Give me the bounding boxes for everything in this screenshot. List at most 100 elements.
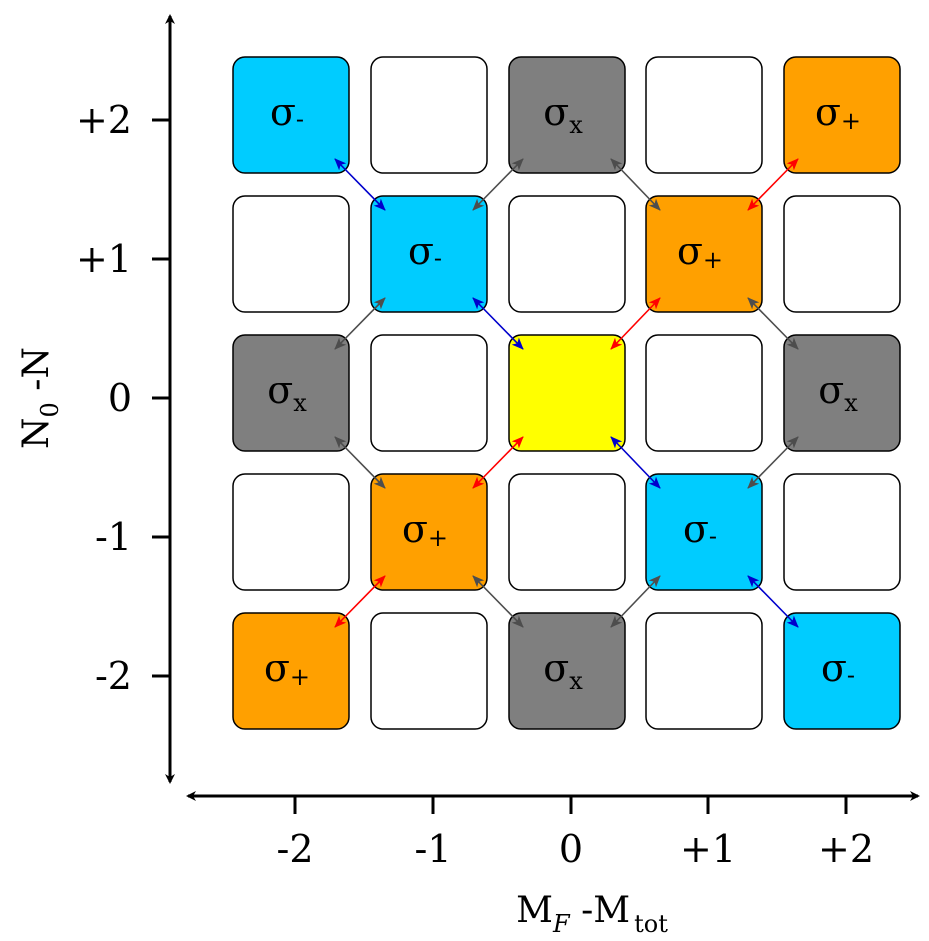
cell-box bbox=[783, 473, 901, 591]
cell-box bbox=[232, 56, 350, 174]
grid-cell-sigma-plus: σ+ bbox=[232, 612, 350, 730]
transition-arrow bbox=[747, 575, 799, 628]
transition-arrow bbox=[334, 297, 386, 350]
cell-box bbox=[370, 612, 488, 730]
sigma-symbol: σ bbox=[270, 90, 296, 134]
grid-cell-sigma-plus: σ+ bbox=[783, 56, 901, 174]
transition-arrow bbox=[472, 575, 524, 628]
transition-arrow bbox=[610, 575, 661, 628]
cell-box bbox=[232, 473, 350, 591]
cell-box bbox=[370, 195, 488, 313]
grid-cell-sigma-x: σx bbox=[232, 334, 350, 452]
x-axis-ticks: -2 -1 0 +1 +2 bbox=[276, 796, 874, 871]
sigma-symbol: σ bbox=[543, 646, 569, 690]
grid-cell-empty bbox=[508, 195, 626, 313]
cell-box bbox=[508, 56, 626, 174]
cell-box bbox=[232, 612, 350, 730]
x-tick-label: +2 bbox=[818, 827, 874, 871]
sigma-subscript: x bbox=[569, 667, 583, 695]
transition-arrow bbox=[472, 436, 524, 489]
cell-box bbox=[370, 473, 488, 591]
transition-arrow bbox=[472, 297, 524, 350]
sigma-label: σ+ bbox=[815, 90, 861, 135]
sigma-label: σ+ bbox=[677, 229, 723, 274]
sigma-subscript: + bbox=[428, 524, 448, 552]
cell-box bbox=[645, 195, 763, 313]
sigma-label: σx bbox=[818, 368, 858, 417]
grid-cell-sigma-x: σx bbox=[508, 612, 626, 730]
transition-arrow bbox=[334, 436, 386, 489]
grid-cell-empty bbox=[783, 473, 901, 591]
cell-box bbox=[783, 56, 901, 174]
sigma-subscript: - bbox=[847, 661, 855, 689]
sigma-symbol: σ bbox=[402, 507, 428, 551]
grid-cell-empty bbox=[783, 195, 901, 313]
grid-cell-empty bbox=[370, 334, 488, 452]
grid-cell-empty bbox=[232, 195, 350, 313]
transition-arrow bbox=[334, 575, 386, 628]
y-tick-label: -1 bbox=[95, 515, 132, 559]
cell-box bbox=[645, 473, 763, 591]
cell-box bbox=[645, 334, 763, 452]
transition-arrow bbox=[610, 158, 661, 211]
cell-box bbox=[645, 612, 763, 730]
transition-arrow bbox=[610, 436, 661, 489]
grid-cell-sigma-minus: σ- bbox=[783, 612, 901, 730]
sigma-label: σx bbox=[543, 646, 583, 695]
sigma-symbol: σ bbox=[683, 507, 709, 551]
x-tick-label: +1 bbox=[680, 827, 736, 871]
grid-cell-empty bbox=[508, 473, 626, 591]
grid-cell-sigma-x: σx bbox=[508, 56, 626, 174]
sigma-symbol: σ bbox=[267, 368, 293, 412]
grid-cell-empty bbox=[645, 56, 763, 174]
transition-arrow bbox=[610, 297, 661, 350]
sigma-subscript: - bbox=[296, 105, 304, 133]
sigma-label: σx bbox=[543, 90, 583, 139]
sigma-symbol: σ bbox=[818, 368, 844, 412]
sigma-label: σ- bbox=[821, 646, 855, 690]
transition-arrows bbox=[334, 158, 799, 628]
cell-box bbox=[508, 334, 626, 452]
sigma-symbol: σ bbox=[677, 229, 703, 273]
cell-box bbox=[508, 612, 626, 730]
grid-cell-empty bbox=[370, 612, 488, 730]
sigma-symbol: σ bbox=[543, 90, 569, 134]
grid-cell-sigma-x: σx bbox=[783, 334, 901, 452]
sigma-subscript: + bbox=[290, 663, 310, 691]
sigma-symbol: σ bbox=[821, 646, 847, 690]
transition-arrow bbox=[334, 158, 386, 211]
sigma-subscript: x bbox=[844, 389, 858, 417]
cell-box bbox=[232, 195, 350, 313]
cell-box bbox=[645, 56, 763, 174]
sigma-label: σ- bbox=[683, 507, 717, 551]
sigma-subscript: - bbox=[434, 244, 442, 272]
y-axis-ticks: +2 +1 0 -1 -2 bbox=[76, 98, 170, 698]
grid-cell-sigma-minus: σ- bbox=[370, 195, 488, 313]
grid-cell-center bbox=[508, 334, 626, 452]
cell-box bbox=[508, 473, 626, 591]
sigma-label: σx bbox=[267, 368, 307, 417]
cell-box bbox=[232, 334, 350, 452]
grid-cell-sigma-plus: σ+ bbox=[370, 473, 488, 591]
sigma-label: σ+ bbox=[264, 646, 310, 691]
sigma-subscript: x bbox=[569, 111, 583, 139]
cell-box bbox=[783, 195, 901, 313]
transition-arrow bbox=[747, 436, 799, 489]
sigma-label: σ+ bbox=[402, 507, 448, 552]
x-axis-title: MF -M tot bbox=[516, 890, 668, 938]
cell-box bbox=[783, 334, 901, 452]
x-tick-label: -1 bbox=[414, 827, 451, 871]
sigma-subscript: x bbox=[293, 389, 307, 417]
grid-cell-empty bbox=[370, 56, 488, 174]
y-axis-title: N0 -N bbox=[16, 347, 64, 449]
grid-cell-empty bbox=[645, 612, 763, 730]
transition-arrow bbox=[747, 297, 799, 350]
grid-cell-empty bbox=[232, 473, 350, 591]
y-tick-label: 0 bbox=[108, 376, 132, 420]
cell-box bbox=[783, 612, 901, 730]
cell-box bbox=[508, 195, 626, 313]
state-grid: σ-σx σ+σ-σ+σx σxσ+ σ-σ+ σx σ- bbox=[232, 56, 901, 730]
grid-cell-sigma-plus: σ+ bbox=[645, 195, 763, 313]
grid-cell-sigma-minus: σ- bbox=[232, 56, 350, 174]
